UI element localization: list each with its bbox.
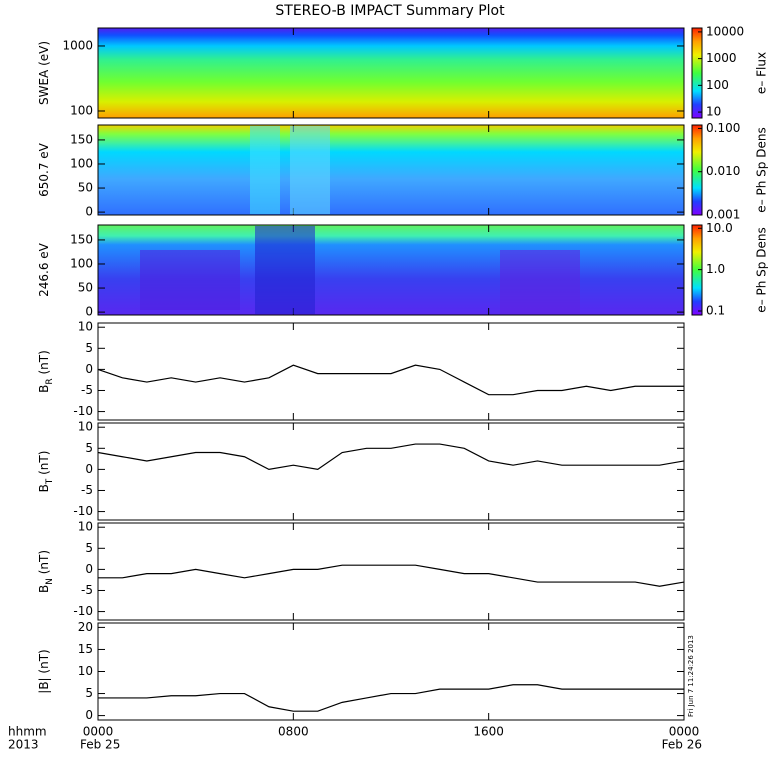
y-tick-label: 50 bbox=[78, 281, 93, 295]
colorbar-tick-label: 0.100 bbox=[706, 121, 740, 135]
timestamp: Fri Jun 7 11:24:26 2013 bbox=[687, 635, 695, 717]
y-tick-label: 15 bbox=[78, 642, 93, 656]
data-line bbox=[97, 443, 685, 471]
x-tick-label: 0800 bbox=[278, 725, 309, 739]
y-tick-label: -10 bbox=[73, 404, 93, 418]
y-axis-label-part: 650.7 eV bbox=[37, 142, 51, 197]
spectrogram bbox=[98, 28, 684, 118]
y-tick-label: 0 bbox=[85, 562, 93, 576]
end-date: Feb 26 bbox=[662, 738, 702, 752]
x-tick-label: 0000 bbox=[669, 725, 700, 739]
y-tick-label: 10 bbox=[78, 520, 93, 534]
colorbar-tick-label: 0.010 bbox=[706, 164, 740, 178]
y-tick-label: 0 bbox=[85, 708, 93, 722]
spectrogram-streaks bbox=[140, 126, 580, 314]
y-tick-label: 5 bbox=[85, 541, 93, 555]
x-title: hhmm bbox=[8, 725, 47, 739]
y-axis-label-part: B bbox=[37, 385, 51, 393]
y-tick-label: 1000 bbox=[62, 38, 93, 52]
spectrogram bbox=[98, 125, 684, 215]
panel-frame bbox=[97, 124, 685, 216]
y-axis-label-part: 246.6 eV bbox=[37, 242, 51, 297]
panel-frame bbox=[97, 622, 685, 721]
panel-frame bbox=[97, 422, 685, 521]
colorbar-tick-label: 1000 bbox=[706, 51, 737, 65]
y-axis-label-part: T bbox=[45, 478, 55, 485]
y-axis-label: |B| (nT) bbox=[37, 649, 51, 693]
colorbar-tick-label: 1.0 bbox=[706, 262, 725, 276]
panel-frame bbox=[97, 224, 685, 316]
colorbar-tick-label: 100 bbox=[706, 78, 729, 92]
y-axis-label-part: R bbox=[45, 378, 55, 384]
y-axis-label-part: N bbox=[45, 578, 55, 585]
x-title: 2013 bbox=[8, 738, 39, 752]
y-axis-label-part: B bbox=[37, 484, 51, 492]
y-tick-label: -10 bbox=[73, 604, 93, 618]
panel-frame bbox=[97, 322, 685, 421]
y-axis-label-part: |B| (nT) bbox=[37, 649, 51, 693]
y-axis-label: 246.6 eV bbox=[37, 242, 51, 297]
y-tick-label: 20 bbox=[78, 620, 93, 634]
colorbar bbox=[691, 124, 703, 216]
colorbar-label: e– Ph Sp Dens bbox=[755, 227, 769, 312]
colorbar-tick-label: 10000 bbox=[706, 24, 744, 38]
y-tick-label: -5 bbox=[81, 483, 93, 497]
colorbar-tick-label: 10.0 bbox=[706, 221, 733, 235]
data-line bbox=[98, 564, 685, 587]
data-line bbox=[97, 364, 684, 396]
y-tick-label: 0 bbox=[85, 305, 93, 319]
y-axis-label-part: (nT) bbox=[37, 451, 51, 479]
y-tick-label: 5 bbox=[85, 686, 93, 700]
y-tick-label: 10 bbox=[78, 664, 93, 678]
y-tick-label: 150 bbox=[70, 232, 93, 246]
y-tick-label: 150 bbox=[70, 132, 93, 146]
y-axis-label-part: (nT) bbox=[37, 350, 51, 378]
panel-frame bbox=[97, 522, 685, 621]
y-axis-label-part: SWEA (eV) bbox=[37, 41, 51, 105]
y-tick-label: 0 bbox=[85, 205, 93, 219]
x-tick-label: 0000 bbox=[83, 725, 114, 739]
y-axis-label-part: B bbox=[37, 585, 51, 593]
y-tick-label: 0 bbox=[85, 362, 93, 376]
colorbar-tick-label: 0.001 bbox=[706, 208, 740, 222]
y-tick-label: 0 bbox=[85, 462, 93, 476]
colorbar-tick-label: 0.1 bbox=[706, 303, 725, 317]
start-date: Feb 25 bbox=[80, 738, 120, 752]
colorbar-tick-label: 10 bbox=[706, 105, 721, 119]
y-tick-label: 5 bbox=[85, 441, 93, 455]
y-tick-label: 100 bbox=[70, 256, 93, 270]
y-axis-label: BN (nT) bbox=[37, 550, 55, 593]
y-axis-label: 650.7 eV bbox=[37, 142, 51, 197]
x-tick-label: 1600 bbox=[473, 725, 504, 739]
y-tick-label: 100 bbox=[70, 103, 93, 117]
y-tick-label: 100 bbox=[70, 156, 93, 170]
y-axis-label: BT (nT) bbox=[37, 451, 55, 493]
data-line bbox=[98, 684, 684, 712]
colorbar bbox=[691, 27, 703, 119]
chart-title: STEREO-B IMPACT Summary Plot bbox=[275, 3, 505, 19]
y-tick-label: 10 bbox=[78, 420, 93, 434]
panels: STEREO-B IMPACT Summary Plot1001000SWEA … bbox=[8, 3, 769, 752]
y-axis-label-part: (nT) bbox=[37, 550, 51, 578]
y-axis-label: SWEA (eV) bbox=[37, 41, 51, 105]
y-tick-label: 50 bbox=[78, 181, 93, 195]
y-tick-label: -5 bbox=[81, 583, 93, 597]
colorbar-label: e– Ph Sp Dens bbox=[755, 127, 769, 212]
y-tick-label: -10 bbox=[73, 504, 93, 518]
y-tick-label: 5 bbox=[85, 341, 93, 355]
y-tick-label: 10 bbox=[78, 320, 93, 334]
y-tick-label: -5 bbox=[81, 383, 93, 397]
panel-frame bbox=[97, 27, 685, 119]
colorbar-label: e– Flux bbox=[755, 52, 769, 94]
y-axis-label: BR (nT) bbox=[37, 350, 55, 393]
